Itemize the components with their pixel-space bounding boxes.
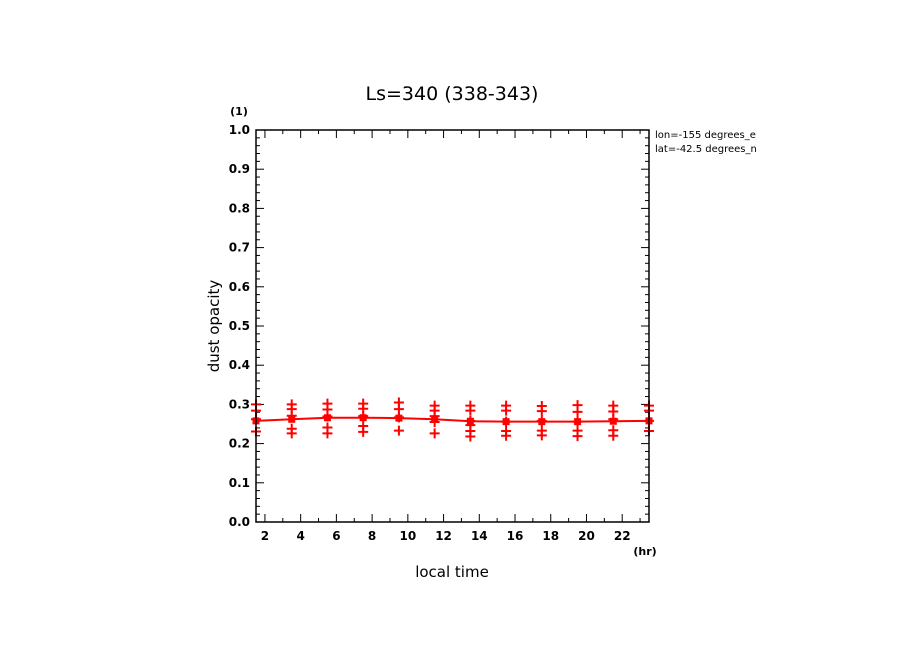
sample-point — [286, 423, 297, 434]
y-axis-label: dust opacity — [205, 280, 223, 373]
plot-frame — [255, 129, 650, 523]
sample-point — [501, 426, 512, 437]
y-tick-label: 0.7 — [229, 241, 250, 255]
mean-line — [255, 416, 650, 423]
x-tick-label: 12 — [435, 529, 452, 543]
x-tick-label: 4 — [296, 529, 304, 543]
sample-point — [393, 397, 404, 408]
mean-point — [538, 418, 546, 426]
sample-point — [286, 399, 297, 410]
y-tick-label: 0.4 — [229, 358, 250, 372]
y-tick-label: 0.3 — [229, 397, 250, 411]
sample-point — [429, 428, 440, 439]
x-tick-label: 18 — [542, 529, 559, 543]
tick-labels: 0.0 0.1 0.2 0.3 0.4 0.5 0.6 0.7 0.8 0.9 1.0 2 4 6 8 10 1… — [229, 123, 631, 543]
sample-point — [322, 422, 333, 433]
sample-point — [572, 400, 583, 411]
y-tick-label: 1.0 — [229, 123, 250, 137]
sample-point — [536, 400, 547, 411]
y-tick-label: 0.0 — [229, 515, 250, 529]
x-tick-label: 16 — [507, 529, 524, 543]
sample-point — [608, 400, 619, 411]
mean-point — [502, 418, 510, 426]
sample-point — [465, 400, 476, 411]
mean-point — [466, 417, 474, 425]
y-tick-label: 0.5 — [229, 319, 250, 333]
y-tick-label: 0.2 — [229, 437, 250, 451]
sample-point — [429, 400, 440, 411]
sample-point — [608, 425, 619, 436]
y-tick-label: 0.6 — [229, 280, 250, 294]
x-axis-label: local time — [415, 563, 489, 581]
x-tick-label: 10 — [399, 529, 416, 543]
x-tick-label: 22 — [614, 529, 631, 543]
mean-point — [288, 415, 296, 423]
mean-point — [359, 414, 367, 422]
x-unit-label: (hr) — [633, 545, 656, 558]
x-tick-label: 8 — [368, 529, 376, 543]
y-tick-label: 0.9 — [229, 162, 250, 176]
mean-point — [609, 417, 617, 425]
sample-point — [501, 400, 512, 411]
mean-point — [431, 415, 439, 423]
y-unit-label: (1) — [230, 105, 248, 118]
x-tick-label: 6 — [332, 529, 340, 543]
chart-title: Ls=340 (338-343) — [366, 83, 539, 105]
sample-point — [536, 425, 547, 436]
mean-point — [395, 414, 403, 422]
sample-point — [358, 420, 369, 431]
sample-point — [393, 425, 404, 436]
sample-point — [322, 398, 333, 409]
lat-annotation: lat=-42.5 degrees_n — [655, 144, 757, 155]
y-tick-label: 0.1 — [229, 476, 250, 490]
x-tick-label: 14 — [471, 529, 488, 543]
data-marks — [251, 397, 654, 442]
lon-annotation: lon=-155 degrees_e — [655, 130, 756, 141]
mean-point — [574, 418, 582, 426]
mean-point — [323, 414, 331, 422]
x-tick-label: 20 — [578, 529, 595, 543]
y-tick-label: 0.8 — [229, 201, 250, 215]
sample-point — [572, 425, 583, 436]
sample-point — [358, 398, 369, 409]
x-tick-label: 2 — [261, 529, 269, 543]
axis-ticks — [256, 129, 649, 523]
